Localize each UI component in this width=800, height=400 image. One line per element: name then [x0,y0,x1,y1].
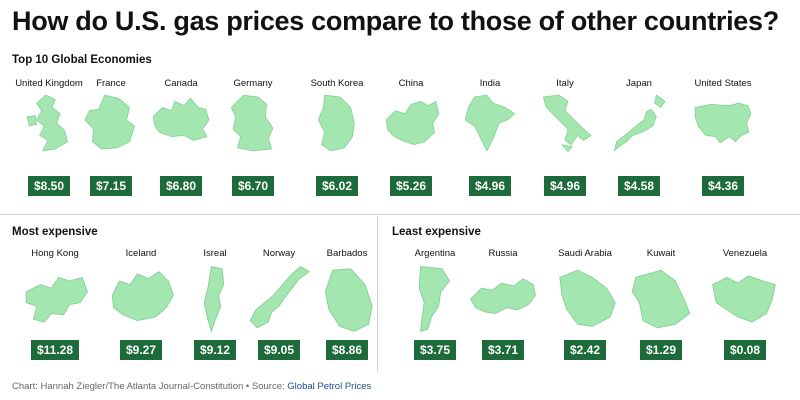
country-card: Barbados $8.86 [302,248,392,368]
united-states-map-icon [694,102,752,144]
country-card: India $4.96 [445,78,535,198]
country-card: United Kingdom $8.50 [4,78,94,198]
venezuela-map-icon [712,275,776,323]
price-badge: $4.58 [617,176,661,196]
price-badge: $9.12 [193,340,237,360]
country-card: Russia $3.71 [458,248,548,368]
country-card: France $7.15 [66,78,156,198]
country-name: Venezuela [722,248,768,259]
country-card: Germany $6.70 [208,78,298,198]
france-map-icon [84,94,135,150]
price-badge: $4.36 [701,176,745,196]
price-badge: $8.86 [325,340,369,360]
price-badge: $2.42 [563,340,607,360]
country-card: Japan $4.58 [594,78,684,198]
section-divider-vertical [377,216,378,371]
italy-map-icon [542,94,592,152]
country-card: South Korea $6.02 [292,78,382,198]
price-badge: $6.80 [159,176,203,196]
country-card: Iceland $9.27 [96,248,186,368]
price-badge: $6.70 [231,176,275,196]
page-title: How do U.S. gas prices compare to those … [12,6,779,36]
section-label-top10: Top 10 Global Economies [12,54,152,66]
price-badge: $11.28 [30,340,80,360]
argentina-map-icon [418,266,450,332]
country-name: Barbados [326,248,368,259]
china-map-icon [385,100,440,146]
country-name: Iceland [125,248,157,259]
section-label-most-expensive: Most expensive [12,226,98,238]
section-divider [0,214,800,215]
country-name: Italy [556,78,574,89]
price-badge: $3.71 [481,340,525,360]
country-card: United States $4.36 [678,78,768,198]
country-card: Venezuela $0.08 [700,248,790,368]
footer-credit: Chart: Hannah Ziegler/The Atlanta Journa… [12,381,371,392]
price-badge: $1.29 [639,340,683,360]
barbados-map-icon [324,268,373,332]
country-name: India [479,78,501,89]
south-korea-map-icon [318,94,355,152]
country-name: United Kingdom [15,78,83,89]
price-badge: $0.08 [723,340,767,360]
price-badge: $3.75 [413,340,457,360]
credit-text: Chart: Hannah Ziegler/The Atlanta Journa… [12,381,285,392]
kuwait-map-icon [631,269,691,329]
country-card: Argentina $3.75 [390,248,480,368]
canada-map-icon [152,97,210,141]
country-name: Argentina [414,248,456,259]
country-name: China [398,78,424,89]
country-name: Russia [488,248,518,259]
country-name: South Korea [310,78,364,89]
saudi-arabia-map-icon [559,269,616,327]
israel-map-icon [203,266,225,332]
iceland-map-icon [111,271,174,322]
norway-map-icon [249,266,310,329]
country-name: Isreal [203,248,227,259]
price-badge: $7.15 [89,176,133,196]
price-badge: $9.27 [119,340,163,360]
country-name: France [96,78,126,89]
country-card: Kuwait $1.29 [616,248,706,368]
country-name: Kuwait [646,248,676,259]
country-name: Japan [626,78,652,89]
price-badge: $6.02 [315,176,359,196]
country-card: Isreal $9.12 [170,248,260,368]
uk-map-icon [26,94,68,152]
country-name: Norway [262,248,296,259]
japan-map-icon [613,94,666,152]
india-map-icon [464,94,516,152]
country-card: Hong Kong $11.28 [10,248,100,368]
country-name: United States [694,78,752,89]
country-card: China $5.26 [366,78,456,198]
section-label-least-expensive: Least expensive [392,226,481,238]
country-card: Saudi Arabia $2.42 [540,248,630,368]
hong-kong-map-icon [25,276,88,323]
country-card: Norway $9.05 [234,248,324,368]
price-badge: $9.05 [257,340,301,360]
country-name: Hong Kong [31,248,79,259]
country-name: Canada [164,78,198,89]
germany-map-icon [230,94,274,152]
country-name: Saudi Arabia [558,248,612,259]
russia-map-icon [470,278,536,314]
price-badge: $4.96 [543,176,587,196]
price-badge: $4.96 [468,176,512,196]
country-card: Canada $6.80 [136,78,226,198]
price-badge: $8.50 [27,176,71,196]
price-badge: $5.26 [389,176,433,196]
country-name: Germany [233,78,273,89]
country-card: Italy $4.96 [520,78,610,198]
source-link[interactable]: Global Petrol Prices [287,381,372,392]
